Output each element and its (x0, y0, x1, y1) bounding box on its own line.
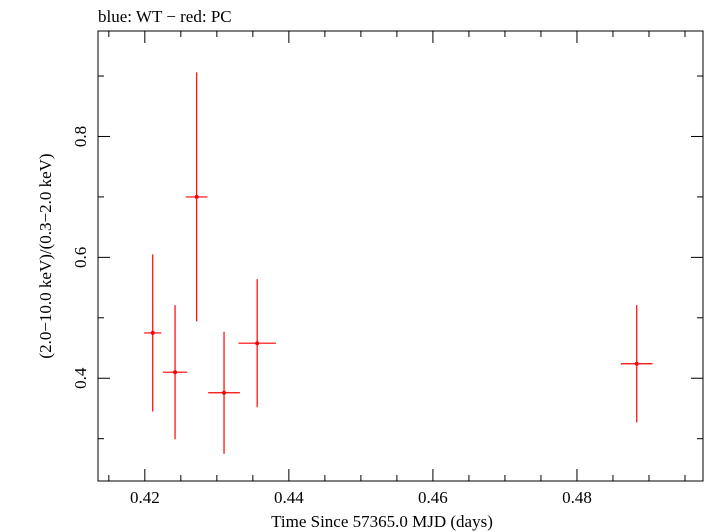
data-point (208, 331, 240, 454)
y-tick-label: 0.4 (71, 367, 90, 389)
point-marker (255, 341, 260, 346)
x-tick-label: 0.46 (418, 488, 448, 507)
x-tick-label: 0.42 (130, 488, 160, 507)
point-marker (222, 390, 227, 395)
y-tick-label: 0.6 (71, 247, 90, 268)
data-point (144, 254, 162, 412)
x-axis-label: Time Since 57365.0 MJD (days) (271, 512, 493, 531)
point-marker (150, 330, 155, 335)
data-point (238, 279, 276, 408)
data-point (620, 305, 653, 423)
y-tick-label: 0.8 (71, 126, 90, 147)
x-tick-label: 0.48 (562, 488, 592, 507)
point-marker (173, 370, 178, 375)
point-marker (634, 361, 639, 366)
chart-title: blue: WT − red: PC (98, 7, 232, 26)
plot-frame (97, 30, 704, 482)
y-axis-label: (2.0−10.0 keV)/(0.3−2.0 keV) (36, 153, 55, 358)
x-axis: 0.42 0.44 0.46 0.48 (108, 31, 686, 507)
data-points (144, 72, 653, 454)
x-tick-label: 0.44 (274, 488, 304, 507)
y-axis: 0.4 0.6 0.8 (71, 75, 703, 440)
data-point (162, 305, 188, 440)
data-point (185, 72, 208, 322)
point-marker (194, 194, 199, 199)
